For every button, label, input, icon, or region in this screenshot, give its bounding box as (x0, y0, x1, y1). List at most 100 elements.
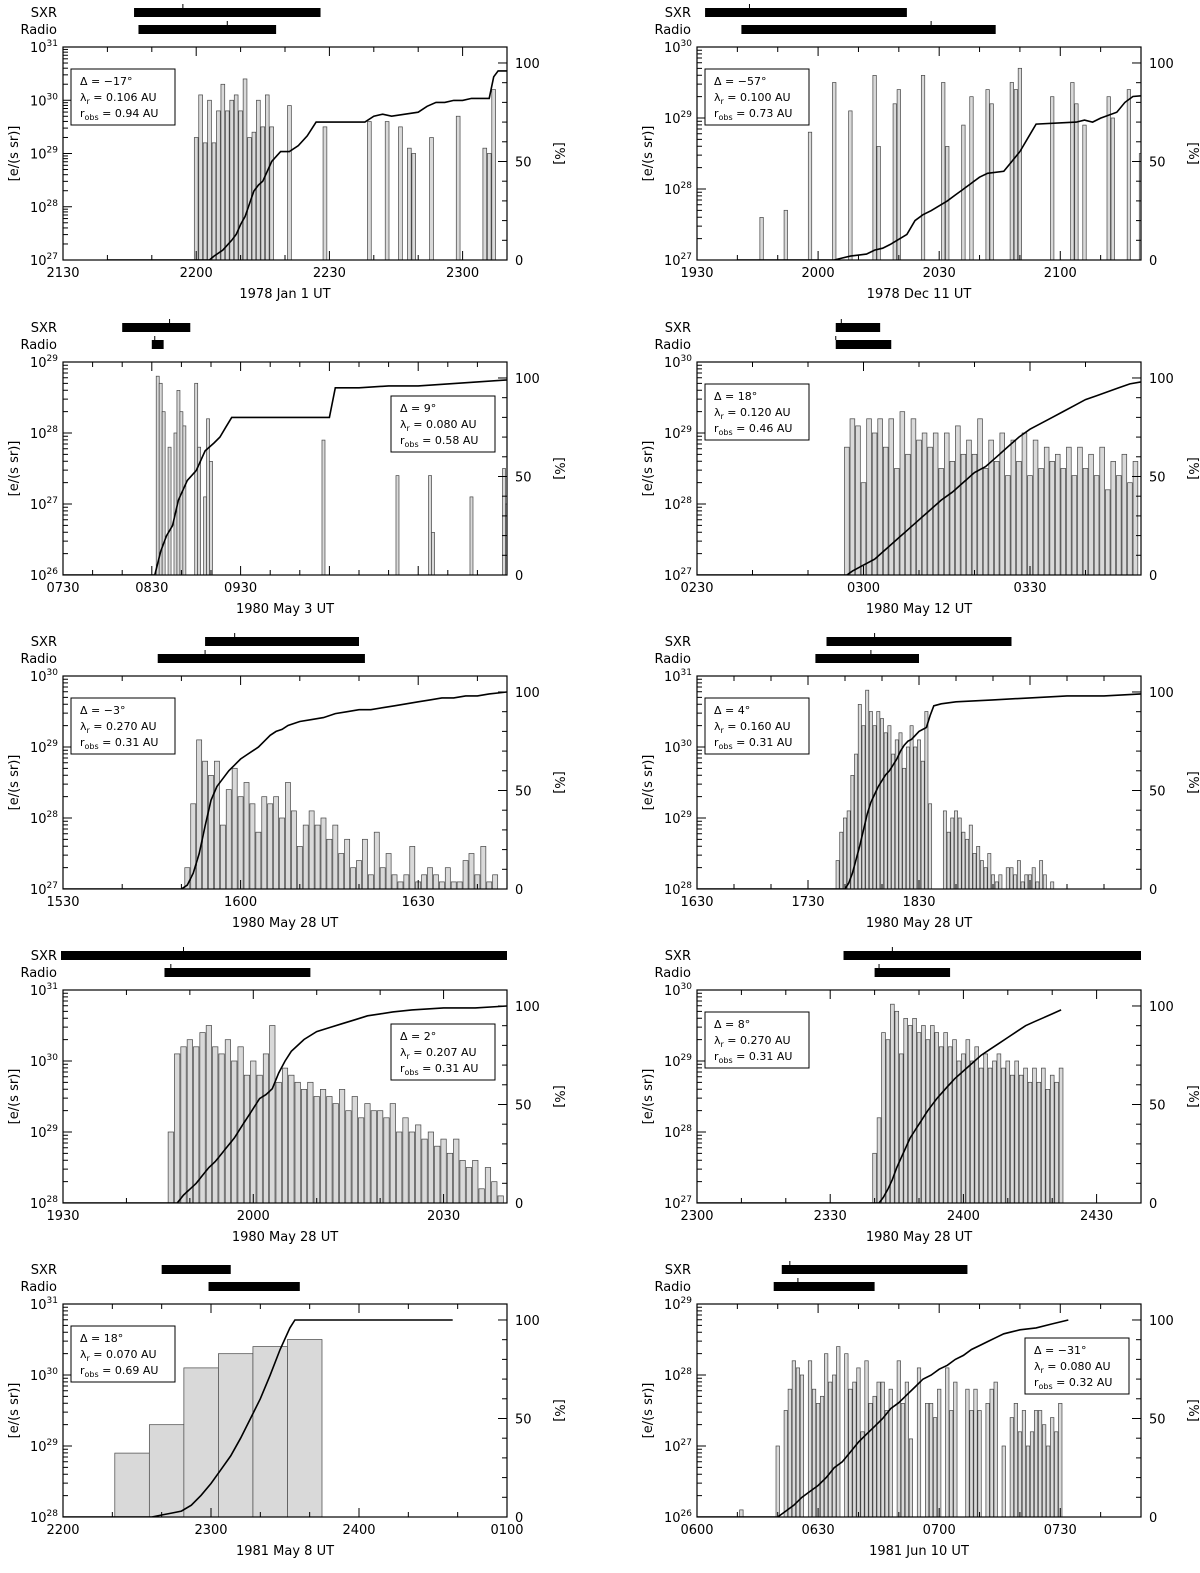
histogram-bar (207, 99, 212, 260)
histogram-bar (916, 1032, 922, 1203)
histogram-bar (1054, 1081, 1059, 1203)
y2-tick-label: 0 (515, 254, 523, 269)
histogram-bar (214, 760, 220, 889)
histogram-bar (243, 1074, 250, 1203)
y2-axis-label: [%] (1185, 1399, 1200, 1422)
histogram-bar (899, 411, 906, 575)
histogram-bar (252, 1346, 288, 1517)
legend-entry: robs = 0.32 AU (1034, 1376, 1112, 1391)
legend-box (704, 383, 810, 441)
histogram-bar (924, 711, 929, 889)
histogram-bar (1005, 475, 1011, 575)
histogram-bar (231, 767, 238, 889)
histogram-bar (1126, 89, 1131, 260)
histogram-bar (225, 110, 230, 260)
histogram-bar (957, 817, 962, 889)
y-tick-label: 1027 (664, 1195, 692, 1212)
histogram-bar (947, 1046, 953, 1203)
histogram-bar (1066, 446, 1072, 575)
histogram-bar (203, 496, 207, 575)
histogram-bar (807, 131, 813, 260)
x-tick-label: 0330 (1013, 581, 1046, 596)
histogram-bar (450, 881, 457, 889)
y-tick-label: 1029 (664, 110, 692, 127)
y-tick-label: 1028 (664, 1124, 692, 1141)
sxr-bar (122, 323, 191, 332)
y2-ticks: 0 50 100 (1132, 372, 1174, 584)
legend-box (704, 1011, 810, 1069)
histogram-bar (898, 732, 903, 889)
legend-box (390, 395, 496, 453)
histogram-bar (403, 874, 410, 889)
x-tick-label: 0300 (847, 581, 880, 596)
histogram-bar (1070, 82, 1075, 260)
histogram-bar (233, 94, 239, 260)
y-tick-label: 1031 (30, 1296, 58, 1313)
y2-tick-label: 100 (515, 57, 540, 72)
histogram-bar (296, 846, 303, 889)
y2-tick-label: 100 (1149, 686, 1174, 701)
histogram-bar (1005, 1060, 1011, 1203)
histogram-bar (158, 382, 163, 575)
histogram-bar (983, 1053, 988, 1203)
histogram-bar (903, 1018, 908, 1203)
histogram-bar (910, 418, 917, 575)
sxr-bar (826, 637, 1012, 646)
y-tick-label: 1028 (30, 1195, 58, 1212)
legend-entry: robs = 0.69 AU (80, 1364, 158, 1379)
histogram-bar (1001, 1445, 1006, 1517)
histogram-bar (1005, 867, 1010, 889)
x-tick-label: 2400 (342, 1523, 375, 1538)
timebars: SXR Radio (20, 319, 191, 353)
histogram-bar (899, 1053, 904, 1203)
axes-frame (62, 1303, 508, 1518)
histogram-bar (996, 1053, 1002, 1203)
x-tick-label: 2230 (313, 266, 346, 281)
y-tick-label: 1031 (30, 982, 58, 999)
radio-label: Radio (20, 23, 57, 38)
histogram-bar (1018, 1074, 1024, 1203)
x-ticks: 0730 0830 0930 (46, 362, 508, 596)
histogram-bar (938, 468, 944, 575)
histogram-bar (431, 532, 435, 575)
histogram-bar (243, 782, 250, 889)
y2-tick-label: 0 (515, 1197, 523, 1212)
y2-tick-label: 100 (1149, 372, 1174, 387)
histogram-bar (872, 1395, 877, 1517)
histogram-bar (832, 82, 837, 260)
histogram-bar (787, 1388, 792, 1517)
histogram-bar (395, 475, 400, 575)
histogram-bar (480, 846, 487, 889)
histogram-bar (945, 1367, 950, 1517)
histogram-bar (891, 753, 896, 889)
radio-bar (815, 654, 919, 663)
histogram-bar (861, 725, 866, 889)
histogram-bar (993, 1381, 998, 1517)
histogram-bar (398, 126, 403, 260)
x-tick-label: 0730 (46, 581, 79, 596)
y2-axis-label: [%] (1185, 142, 1200, 165)
histogram-bar (1050, 881, 1055, 889)
y-ticks: 1028 1029 1030 1031 (30, 1296, 72, 1526)
histogram-bar (835, 860, 840, 889)
histogram-bar (456, 881, 463, 889)
histogram-bar (912, 1018, 917, 1203)
histogram-bar (183, 1367, 219, 1517)
histogram-bar (799, 1374, 805, 1517)
histogram-bar (194, 382, 199, 575)
histogram-bar (989, 1388, 994, 1517)
cumulative-curve (697, 1319, 1069, 1517)
histogram-bar (186, 1039, 193, 1203)
histogram-bar (279, 817, 285, 889)
histogram-bar (978, 1067, 984, 1203)
histogram-bar (1106, 96, 1111, 260)
histogram-bar (367, 874, 374, 889)
y-axis-label: [e/(s sr)] (7, 441, 22, 497)
y-ticks: 1027 1028 1029 1030 (664, 39, 706, 269)
legend-entry: robs = 0.46 AU (714, 422, 792, 437)
histogram-bar (876, 146, 881, 260)
legend-box (70, 1325, 176, 1383)
